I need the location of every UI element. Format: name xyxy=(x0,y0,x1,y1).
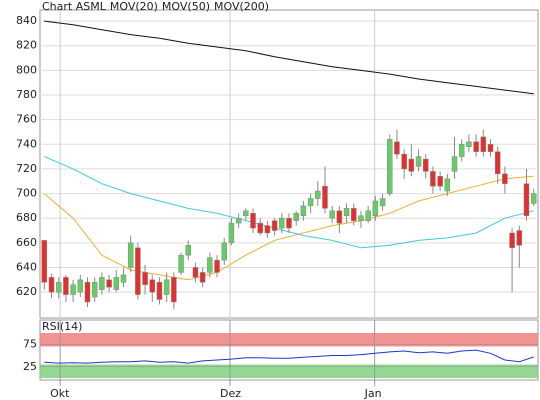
candle-body xyxy=(530,193,537,204)
x-tick-label: Okt xyxy=(50,387,70,400)
x-tick-label: Dez xyxy=(220,387,241,400)
candle-body xyxy=(437,176,443,187)
candle-body xyxy=(365,210,371,221)
y-tick-label: 740 xyxy=(16,137,37,150)
candle-body xyxy=(250,213,256,229)
candle-body xyxy=(192,267,199,278)
candle-body xyxy=(149,279,156,293)
candle-body xyxy=(336,210,343,224)
y-tick-label: 700 xyxy=(16,187,37,200)
legend-entry: Chart ASML xyxy=(42,0,107,13)
candle-body xyxy=(516,230,523,246)
candle-body xyxy=(473,141,479,152)
y-tick-label: 760 xyxy=(16,113,37,126)
candle-body xyxy=(408,158,415,172)
candle-body xyxy=(70,284,76,295)
candle-body xyxy=(487,144,494,152)
candle-body xyxy=(451,156,458,172)
candle-body xyxy=(279,217,285,229)
candle-body xyxy=(494,151,501,175)
moving-average xyxy=(43,175,534,281)
legend: Chart ASML MOV(20) MOV(50) MOV(200) xyxy=(42,0,269,13)
candle-body xyxy=(99,277,105,290)
rsi-band xyxy=(40,364,538,378)
candle-body xyxy=(257,222,263,234)
rsi-tick-label: 75 xyxy=(23,337,37,350)
candle-body xyxy=(322,185,328,209)
legend-entry: MOV(20) xyxy=(110,0,158,13)
candle-body xyxy=(120,274,127,283)
legend-entry: MOV(200) xyxy=(214,0,269,13)
candle-body xyxy=(286,217,292,229)
candle-body xyxy=(387,139,393,194)
x-tick-label: Jan xyxy=(364,387,382,400)
candle-body xyxy=(351,208,357,221)
candle-body xyxy=(379,198,386,207)
candle-body xyxy=(106,279,112,288)
candle-body xyxy=(185,245,191,256)
candle-body xyxy=(235,217,242,224)
rsi-tick-label: 25 xyxy=(23,360,37,373)
candle-body xyxy=(444,178,451,192)
y-tick-label: 820 xyxy=(16,39,37,52)
candle-body xyxy=(221,242,227,261)
candle-body xyxy=(91,282,98,298)
candle-body xyxy=(523,183,530,216)
candle-body xyxy=(300,205,307,216)
y-tick-label: 660 xyxy=(16,236,37,249)
candle-body xyxy=(41,240,48,283)
main-panel xyxy=(39,9,539,319)
candle-body xyxy=(394,141,400,155)
candle-body xyxy=(264,225,271,234)
candle-body xyxy=(372,200,379,216)
candle-body xyxy=(171,277,177,303)
candle-body xyxy=(207,257,213,273)
candle-body xyxy=(163,279,170,295)
candle-body xyxy=(228,222,235,244)
candle-body xyxy=(307,198,314,207)
y-tick-label: 800 xyxy=(16,63,37,76)
candle-body xyxy=(156,282,163,300)
candle-body xyxy=(430,171,436,187)
y-tick-label: 720 xyxy=(16,162,37,175)
candle-body xyxy=(329,210,335,219)
candle-body xyxy=(55,282,62,293)
candle-body xyxy=(466,141,472,148)
candle-body xyxy=(401,153,407,170)
y-tick-label: 840 xyxy=(16,14,37,27)
rsi-band xyxy=(40,333,538,347)
candle-body xyxy=(502,173,508,184)
candle-body xyxy=(77,279,84,293)
candle-body xyxy=(84,282,91,303)
candle-body xyxy=(415,156,422,167)
candle-body xyxy=(214,259,220,273)
candle-body xyxy=(458,144,465,157)
candle-body xyxy=(271,220,278,231)
candle-body xyxy=(358,215,364,221)
candle-body xyxy=(135,247,141,295)
candle-body xyxy=(343,208,350,216)
candle-body xyxy=(142,272,148,285)
candle-body xyxy=(63,277,69,295)
candle-body xyxy=(422,158,429,172)
moving-average xyxy=(44,20,534,95)
candle-body xyxy=(315,190,321,199)
rsi-title: RSI(14) xyxy=(42,320,82,333)
candle-body xyxy=(127,242,134,268)
y-tick-label: 680 xyxy=(16,211,37,224)
rsi-line xyxy=(44,349,534,364)
y-tick-label: 780 xyxy=(16,88,37,101)
y-tick-label: 620 xyxy=(16,285,37,298)
candle-body xyxy=(48,277,55,293)
legend-entry: MOV(50) xyxy=(162,0,210,13)
candle-body xyxy=(480,136,487,152)
candle-body xyxy=(509,232,515,249)
candle-body xyxy=(178,254,184,273)
y-tick-label: 640 xyxy=(16,260,37,273)
candle-body xyxy=(113,277,120,290)
candle-body xyxy=(243,210,249,216)
candle-body xyxy=(199,272,206,283)
candle-body xyxy=(293,213,299,221)
